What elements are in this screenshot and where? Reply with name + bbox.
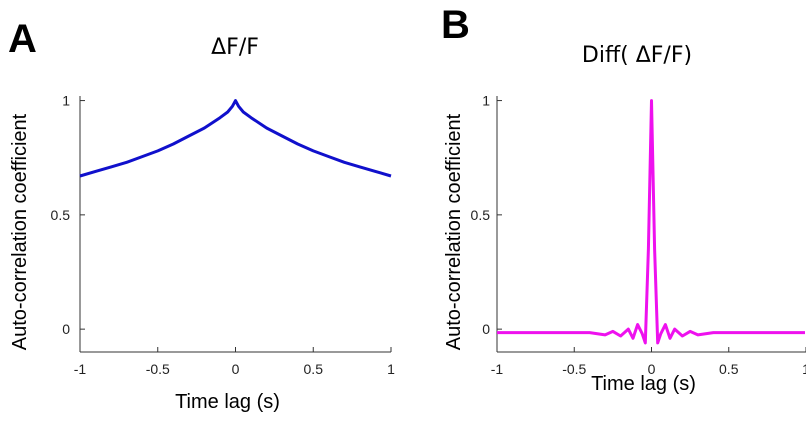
x-tick-label: -0.5 (562, 361, 586, 377)
chart-title: ΔF/F (211, 35, 259, 60)
y-tick-label: 1 (482, 93, 490, 109)
x-tick-label: 1 (802, 361, 806, 377)
panel-a: A ΔF/F 0 0.5 1 -1 -0.5 0 0.5 1 Time lag (s) Auto-co… (8, 17, 395, 413)
x-tick-label: 0.5 (304, 361, 324, 377)
x-tick-label: -1 (491, 361, 504, 377)
x-tick-label: -1 (74, 361, 87, 377)
y-tick-label: 0 (62, 321, 70, 337)
panel-b: B Diff( ΔF/F) 0 0.5 1 -1 -0.5 0 0.5 1 Time lag (s)… (441, 3, 806, 395)
x-tick-label: 0.5 (719, 361, 739, 377)
y-tick-label: 0.5 (51, 207, 71, 223)
series-line (79, 99, 392, 178)
panel-letter: A (8, 17, 37, 61)
x-tick-label: -0.5 (146, 361, 170, 377)
y-tick-label: 1 (62, 93, 70, 109)
y-axis-label: Auto-correlation coefficient (9, 113, 31, 350)
x-axis-label: Time lag (s) (591, 373, 696, 395)
panel-letter: B (441, 3, 470, 47)
x-tick-label: 1 (387, 361, 395, 377)
chart-title: Diff( ΔF/F) (582, 43, 692, 68)
series-line (497, 99, 805, 345)
x-tick-label: 0 (232, 361, 240, 377)
y-tick-label: 0.5 (471, 207, 491, 223)
x-axis-label: Time lag (s) (175, 391, 280, 413)
y-axis-label: Auto-correlation coefficient (443, 113, 465, 350)
y-tick-label: 0 (482, 321, 490, 337)
x-tick-label: 0 (648, 361, 656, 377)
